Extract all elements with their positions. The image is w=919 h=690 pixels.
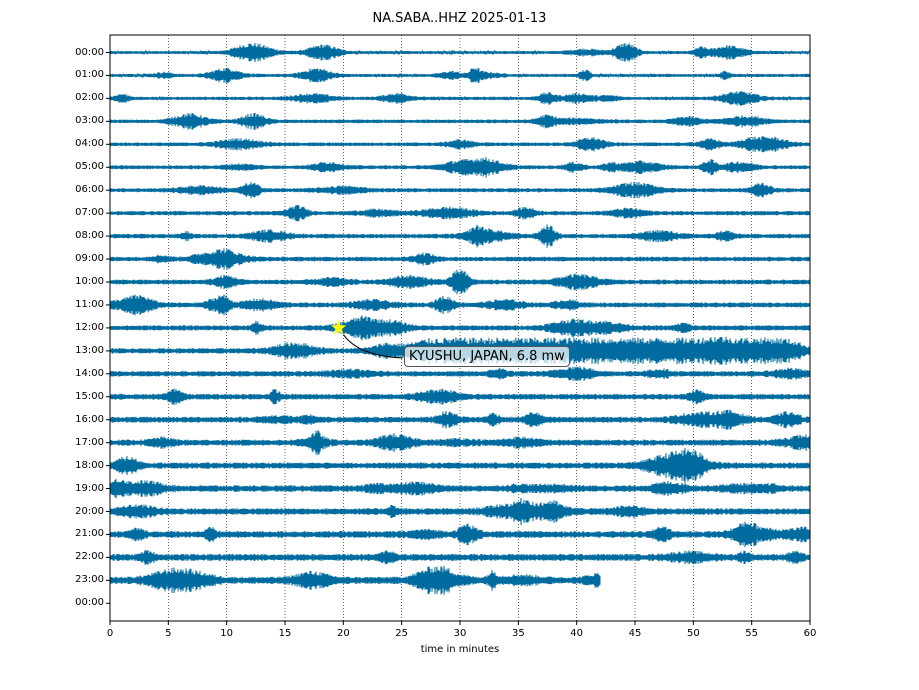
x-tick-label: 5 xyxy=(165,628,172,639)
y-tick-label: 21:00 xyxy=(75,528,104,540)
y-tick-label: 08:00 xyxy=(75,230,104,242)
y-tick-label: 18:00 xyxy=(75,459,104,471)
x-tick-label: 50 xyxy=(686,628,700,639)
trace-00:00 xyxy=(109,42,811,63)
x-tick-label: 55 xyxy=(745,628,759,639)
y-tick-label: 02:00 xyxy=(75,92,104,104)
y-tick-label: 05:00 xyxy=(75,161,104,173)
x-tick-label: 35 xyxy=(511,628,525,639)
x-tick-label: 30 xyxy=(453,628,467,639)
trace-04:00 xyxy=(109,136,811,153)
x-tick-label: 60 xyxy=(803,628,817,639)
trace-16:00 xyxy=(109,409,811,430)
trace-18:00 xyxy=(109,447,811,484)
x-tick-label: 20 xyxy=(336,628,350,639)
trace-03:00 xyxy=(109,112,811,130)
y-tick-label: 00:00 xyxy=(75,46,104,58)
y-tick-label: 10:00 xyxy=(75,276,104,287)
y-tick-label: 22:00 xyxy=(75,551,104,563)
y-tick-label: 20:00 xyxy=(75,505,104,517)
y-tick-label: 06:00 xyxy=(75,184,104,196)
trace-01:00 xyxy=(109,67,811,84)
y-tick-label: 11:00 xyxy=(75,298,104,310)
trace-20:00 xyxy=(109,497,811,526)
event-arrow xyxy=(343,334,403,359)
chart-title: NA.SABA..HHZ 2025-01-13 xyxy=(372,11,547,26)
x-axis-label: time in minutes xyxy=(420,644,500,655)
y-tick-label: 16:00 xyxy=(75,413,104,425)
y-tick-label: 09:00 xyxy=(75,253,104,265)
trace-05:00 xyxy=(109,156,811,178)
trace-21:00 xyxy=(109,521,811,548)
x-tick-label: 40 xyxy=(570,628,584,639)
y-tick-label: 15:00 xyxy=(75,390,104,402)
y-tick-label: 23:00 xyxy=(75,574,104,586)
x-tick-label: 10 xyxy=(220,628,234,639)
trace-11:00 xyxy=(109,294,811,316)
y-tick-label: 12:00 xyxy=(75,321,104,333)
event-label: KYUSHU, JAPAN, 6.8 mw xyxy=(404,346,570,367)
x-tick-label: 15 xyxy=(278,628,292,639)
y-tick-label: 14:00 xyxy=(75,367,104,379)
star-icon xyxy=(331,319,347,335)
y-tick-label: 03:00 xyxy=(75,115,104,127)
x-tick-label: 25 xyxy=(395,628,409,639)
x-tick-label: 0 xyxy=(106,628,114,639)
y-tick-label: 17:00 xyxy=(75,436,104,448)
trace-15:00 xyxy=(109,388,811,405)
y-tick-label: 19:00 xyxy=(75,482,104,494)
trace-12:00 xyxy=(109,315,811,341)
trace-14:00 xyxy=(109,366,811,382)
y-tick-label: 01:00 xyxy=(75,69,104,81)
y-tick-label: 00:00 xyxy=(75,597,104,609)
tick-marks xyxy=(106,52,811,625)
trace-02:00 xyxy=(109,90,811,107)
y-tick-label: 04:00 xyxy=(75,138,104,150)
trace-06:00 xyxy=(109,182,811,199)
trace-10:00 xyxy=(109,269,811,295)
trace-19:00 xyxy=(109,478,811,499)
trace-22:00 xyxy=(109,549,811,565)
y-tick-label: 13:00 xyxy=(75,344,104,356)
y-tick-label: 07:00 xyxy=(75,207,104,219)
trace-23:00 xyxy=(109,565,601,595)
trace-08:00 xyxy=(109,224,811,248)
trace-07:00 xyxy=(109,204,811,222)
x-tick-label: 45 xyxy=(628,628,642,639)
trace-17:00 xyxy=(109,430,811,456)
trace-09:00 xyxy=(109,248,811,270)
